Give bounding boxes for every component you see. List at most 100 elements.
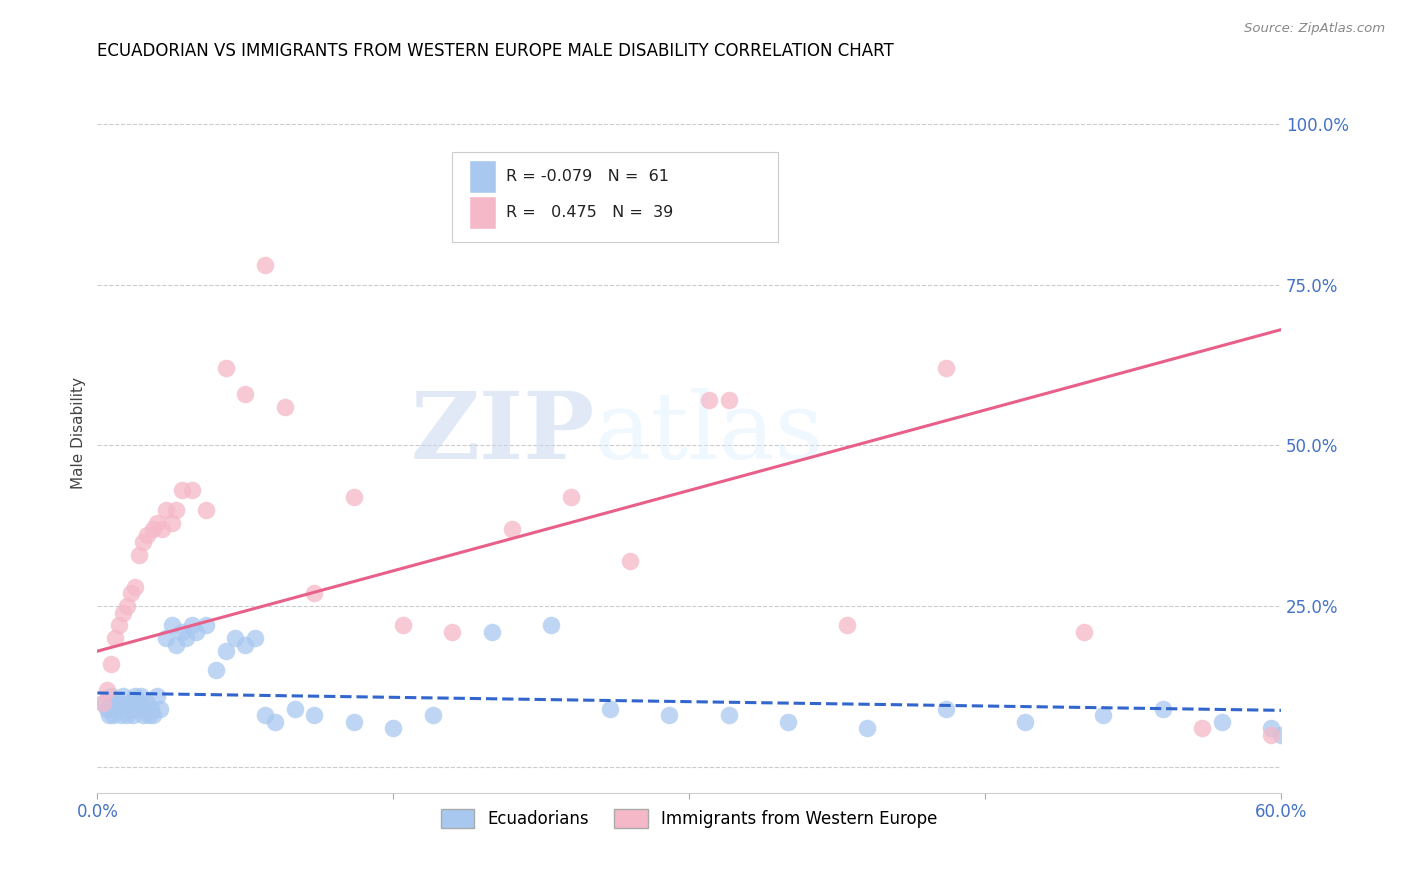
Point (392, 618, 415, 632)
Point (717, 393, 740, 408)
Point (101, 708, 124, 723)
Point (1152, 702, 1174, 716)
Point (155, 502, 177, 516)
Point (343, 714, 366, 729)
FancyBboxPatch shape (470, 196, 496, 229)
Point (1260, 728, 1282, 742)
Point (115, 708, 138, 723)
Point (104, 632, 127, 646)
Point (264, 714, 287, 729)
Point (132, 708, 155, 723)
Point (233, 387, 256, 401)
Point (304, 708, 326, 723)
Point (214, 644, 236, 658)
Point (1270, 728, 1292, 742)
Text: R = -0.079   N =  61: R = -0.079 N = 61 (506, 169, 669, 185)
Point (135, 528, 157, 542)
Point (96, 682, 118, 697)
Point (118, 696, 141, 710)
Point (96, 702, 118, 716)
Point (204, 664, 226, 678)
Point (181, 618, 204, 632)
Text: ZIP: ZIP (411, 387, 595, 477)
Point (145, 689, 167, 703)
Point (1092, 708, 1115, 723)
Point (697, 393, 720, 408)
Point (422, 708, 444, 723)
Point (233, 638, 256, 652)
Point (125, 702, 148, 716)
Point (855, 722, 877, 736)
Point (658, 708, 681, 723)
Point (134, 702, 156, 716)
Point (105, 702, 128, 716)
Point (128, 696, 150, 710)
Point (194, 618, 217, 632)
Point (935, 361, 957, 376)
Point (165, 502, 187, 516)
Point (214, 361, 236, 376)
Point (129, 689, 152, 703)
Point (98, 708, 121, 723)
Point (124, 689, 146, 703)
Point (132, 534, 155, 549)
Point (174, 632, 197, 646)
Point (162, 516, 184, 530)
Point (284, 702, 307, 716)
Point (1211, 714, 1233, 729)
Point (100, 689, 122, 703)
Point (1073, 624, 1095, 639)
Point (560, 490, 582, 504)
Point (172, 624, 194, 639)
Point (501, 522, 523, 536)
Point (540, 618, 562, 632)
Point (142, 522, 165, 536)
Point (274, 400, 297, 414)
Point (441, 624, 464, 639)
Point (91, 696, 114, 710)
FancyBboxPatch shape (453, 152, 778, 242)
Point (108, 696, 131, 710)
Point (1191, 722, 1213, 736)
Point (120, 702, 142, 716)
Point (104, 696, 127, 710)
Legend: Ecuadorians, Immigrants from Western Europe: Ecuadorians, Immigrants from Western Eur… (434, 802, 943, 835)
Point (599, 702, 621, 716)
Point (120, 586, 142, 600)
Point (108, 618, 131, 632)
Point (155, 632, 177, 646)
Point (184, 624, 207, 639)
Y-axis label: Male Disability: Male Disability (72, 376, 86, 489)
Point (1014, 714, 1036, 729)
Point (128, 548, 150, 562)
Point (835, 618, 858, 632)
Point (145, 516, 167, 530)
Point (224, 632, 246, 646)
Point (114, 702, 136, 716)
FancyBboxPatch shape (470, 161, 496, 193)
Point (481, 624, 503, 639)
Point (115, 599, 138, 614)
Point (110, 708, 132, 723)
Point (111, 689, 134, 703)
Point (181, 483, 204, 498)
Point (149, 702, 172, 716)
Point (243, 632, 266, 646)
Point (935, 702, 957, 716)
Point (162, 618, 184, 632)
Point (165, 638, 187, 652)
Text: ECUADORIAN VS IMMIGRANTS FROM WESTERN EUROPE MALE DISABILITY CORRELATION CHART: ECUADORIAN VS IMMIGRANTS FROM WESTERN EU… (97, 42, 894, 60)
Point (1260, 722, 1282, 736)
Point (619, 554, 641, 568)
Point (304, 586, 326, 600)
Point (138, 708, 160, 723)
Point (776, 714, 799, 729)
Point (717, 708, 740, 723)
Point (172, 483, 194, 498)
Point (111, 606, 134, 620)
Point (382, 722, 405, 736)
Point (100, 657, 122, 671)
Point (91, 696, 114, 710)
Point (194, 502, 217, 516)
Point (142, 708, 165, 723)
